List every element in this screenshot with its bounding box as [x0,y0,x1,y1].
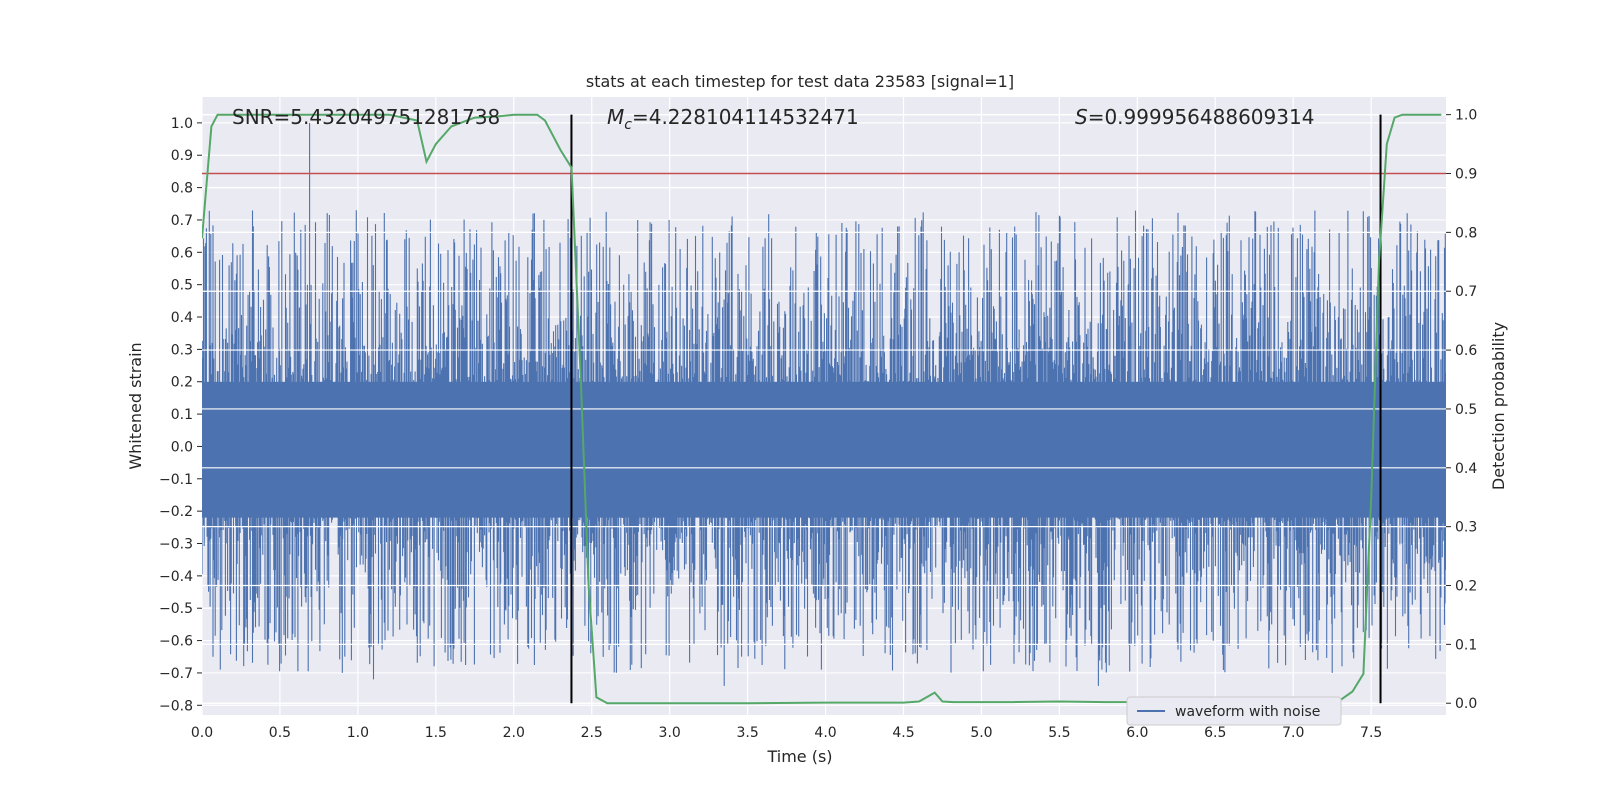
y-tick-label: −0.6 [159,634,193,650]
x-tick-label: 5.5 [1048,725,1070,741]
y-right-tick-label: 0.8 [1455,225,1477,241]
chirp-mass-value: =4.228104114532471 [632,105,859,129]
y-right-tick-label: 0.9 [1455,167,1477,183]
y-tick-label: 0.2 [171,375,193,391]
x-tick-label: 7.5 [1360,725,1382,741]
legend-box [1126,696,1342,726]
chirp-mass-annotation: Mc=4.228104114532471 [607,105,859,133]
score-symbol: S [1075,105,1088,129]
y-right-tick-label: 0.4 [1455,461,1477,477]
y-tick-label: −0.2 [159,504,193,520]
y-tick-label: −0.7 [159,666,193,682]
y-right-tick-label: 0.0 [1455,696,1477,712]
x-tick-label: 7.0 [1282,725,1304,741]
y-tick-label: 0.5 [171,278,193,294]
x-tick-label: 4.5 [892,725,914,741]
x-tick-label: 3.0 [659,725,681,741]
y-right-tick-label: 1.0 [1455,108,1477,124]
y-right-tick-label: 0.7 [1455,284,1477,300]
y-tick-label: −0.3 [159,537,193,553]
score-annotation: S=0.999956488609314 [1075,105,1314,129]
y-tick-label: 0.8 [171,181,193,197]
y-right-tick-label: 0.1 [1455,637,1477,653]
y-axis-label: Whitened strain [126,342,145,469]
y-tick-label: −0.8 [159,698,193,714]
y-axis-right-label: Detection probability [1489,322,1508,490]
x-tick-label: 0.5 [269,725,291,741]
y-tick-label: 0.9 [171,148,193,164]
plot-area: 0.0 0.5 1.0 1.5 2.0 2.5 3.0 3.5 4.0 4.5 5.0 5.5 6.0 6… [159,97,1477,741]
waveform-series-line [202,122,1446,686]
probability-series-line [202,113,1442,705]
x-tick-label: 4.0 [814,725,836,741]
y-tick-label: 0.6 [171,245,193,261]
y-tick-label: 0.3 [171,342,193,358]
x-tick-label: 0.0 [191,725,213,741]
score-value: =0.999956488609314 [1088,105,1315,129]
y-tick-label: 0.0 [171,439,193,455]
y-tick-label: −0.4 [159,569,193,585]
snr-annotation: SNR=5.432049751281738 [232,105,500,129]
chirp-mass-symbol: M [607,105,624,129]
y-tick-label: 1.0 [171,116,193,132]
legend: waveform with noise [1126,696,1342,726]
x-tick-label: 5.0 [970,725,992,741]
x-tick-label: 2.5 [581,725,603,741]
x-tick-label: 6.0 [1126,725,1148,741]
x-axis-label: Time (s) [766,747,832,766]
x-tick-label: 1.0 [347,725,369,741]
legend-label-waveform: waveform with noise [1175,704,1320,720]
axes-labels: stats at each timestep for test data 235… [126,72,1508,766]
y-tick-label: 0.4 [171,310,193,326]
x-tick-label: 6.5 [1204,725,1226,741]
y-tick-label: −0.1 [159,472,193,488]
y-right-tick-label: 0.3 [1455,520,1477,536]
y-right-tick-label: 0.5 [1455,402,1477,418]
x-tick-label: 3.5 [736,725,758,741]
y-tick-label: 0.7 [171,213,193,229]
chart-title: stats at each timestep for test data 235… [586,72,1014,91]
annotations: SNR=5.432049751281738 Mc=4.2281041145324… [232,105,1314,133]
x-tick-label: 2.0 [503,725,525,741]
y-right-tick-label: 0.2 [1455,579,1477,595]
x-tick-label: 1.5 [425,725,447,741]
y-tick-label: 0.1 [171,407,193,423]
chirp-mass-subscript: c [624,117,632,133]
y-tick-label: −0.5 [159,601,193,617]
y-right-tick-label: 0.6 [1455,343,1477,359]
